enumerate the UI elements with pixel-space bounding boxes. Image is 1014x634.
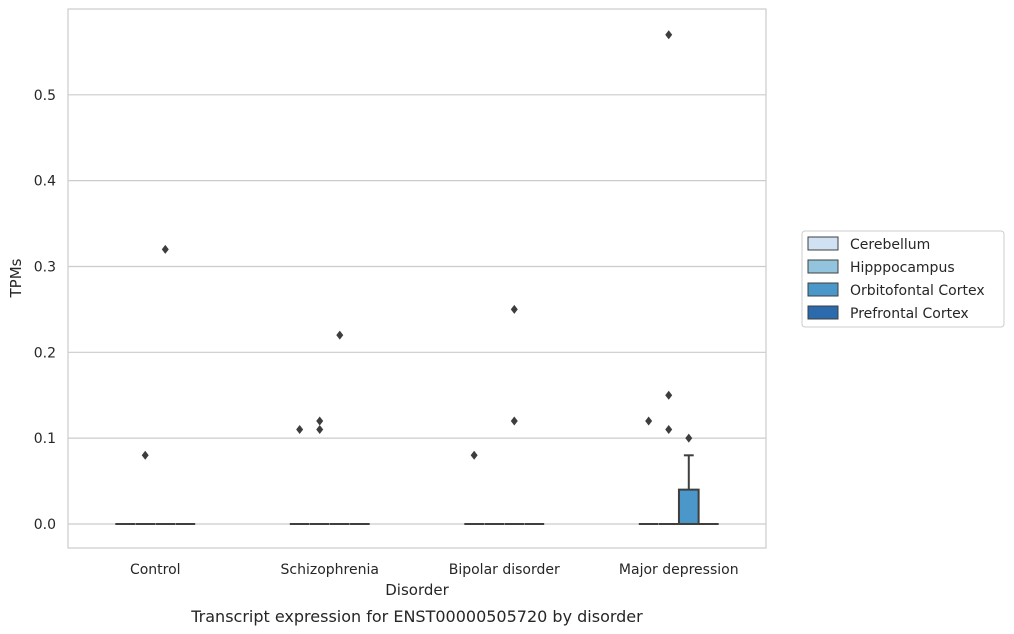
chart-caption: Transcript expression for ENST0000050572… bbox=[190, 607, 643, 626]
outlier-point bbox=[316, 416, 324, 426]
legend-item-prefrontal-cortex: Prefrontal Cortex bbox=[807, 305, 969, 322]
box-cerebellum-major-depression bbox=[638, 416, 659, 525]
legend: Cerebellum Hipppocampus Orbitofontal Corte… bbox=[801, 230, 1005, 328]
outlier-point bbox=[336, 330, 344, 340]
legend-swatch bbox=[807, 259, 839, 274]
outlier-point bbox=[665, 30, 673, 40]
legend-label: Orbitofontal Cortex bbox=[850, 283, 985, 299]
outlier-point bbox=[665, 425, 673, 435]
y-tick-label: 0.0 bbox=[34, 517, 56, 533]
outlier-point bbox=[510, 304, 518, 314]
legend-swatch bbox=[807, 236, 839, 251]
box-orbitofontal-cortex-bipolar-disorder bbox=[504, 304, 525, 525]
box-hipppocampus-schizophrenia bbox=[309, 416, 330, 525]
box-orbitofontal-cortex-control bbox=[155, 244, 176, 525]
y-tick-label: 0.2 bbox=[34, 345, 56, 361]
y-axis-label: TPMs bbox=[7, 258, 25, 298]
outlier-point bbox=[316, 425, 324, 435]
x-tick-label: Schizophrenia bbox=[281, 562, 379, 578]
box-hipppocampus-control bbox=[135, 450, 156, 525]
y-tick-label: 0.4 bbox=[34, 174, 56, 190]
outlier-point bbox=[665, 390, 673, 400]
x-tick-label: Control bbox=[130, 562, 181, 578]
plot-frame bbox=[67, 8, 767, 549]
box-orbitofontal-cortex-schizophrenia bbox=[329, 330, 350, 525]
x-axis-label: Disorder bbox=[385, 581, 449, 599]
legend-item-cerebellum: Cerebellum bbox=[807, 236, 930, 253]
outlier-point bbox=[141, 450, 149, 460]
legend-label: Cerebellum bbox=[850, 237, 930, 253]
outlier-point bbox=[470, 450, 478, 460]
y-tick-label: 0.1 bbox=[34, 431, 56, 447]
x-tick-labels: Control Schizophrenia Bipolar disorder Majo… bbox=[130, 562, 739, 578]
x-tick-label: Bipolar disorder bbox=[449, 562, 560, 578]
legend-swatch bbox=[807, 305, 839, 320]
x-tick-label: Major depression bbox=[619, 562, 739, 578]
outlier-point bbox=[685, 433, 693, 443]
y-tick-labels: 0.0 0.1 0.2 0.3 0.4 0.5 bbox=[34, 88, 56, 533]
box-cerebellum-bipolar-disorder bbox=[464, 450, 484, 525]
outlier-point bbox=[161, 244, 169, 254]
y-tick-label: 0.5 bbox=[34, 88, 56, 104]
box-body bbox=[677, 488, 700, 525]
legend-item-orbitofontal-cortex: Orbitofontal Cortex bbox=[807, 282, 985, 299]
legend-frame bbox=[801, 230, 1005, 328]
legend-label: Prefrontal Cortex bbox=[850, 306, 969, 322]
box-hipppocampus-major-depression bbox=[658, 30, 679, 525]
y-tick-label: 0.3 bbox=[34, 259, 56, 275]
boxes bbox=[115, 30, 719, 525]
outlier-point bbox=[645, 416, 653, 426]
outlier-point bbox=[510, 416, 518, 426]
box-cerebellum-schizophrenia bbox=[289, 425, 310, 525]
legend-label: Hipppocampus bbox=[850, 260, 955, 276]
outlier-point bbox=[296, 425, 304, 435]
box-orbitofontal-cortex-major-depression bbox=[677, 433, 700, 525]
legend-item-hipppocampus: Hipppocampus bbox=[807, 259, 955, 276]
legend-swatch bbox=[807, 282, 839, 297]
